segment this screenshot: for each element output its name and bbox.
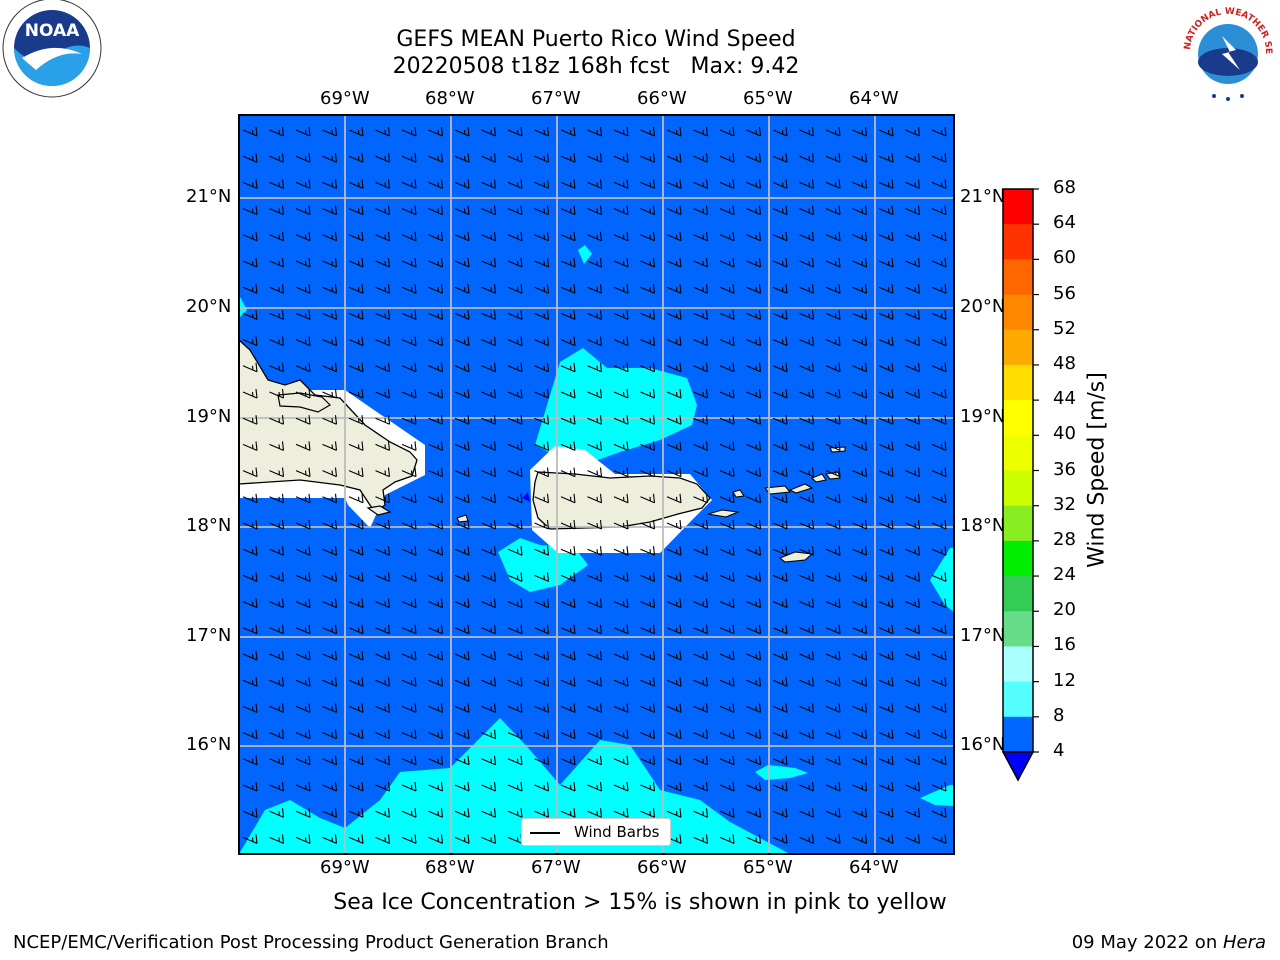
lon-label-64w-top: 64°W	[849, 88, 899, 109]
noaa-logo: NOAA	[2, 0, 102, 98]
colorbar-segment	[1003, 470, 1033, 507]
colorbar-segment	[1003, 329, 1033, 366]
footer-machine: Hera	[1222, 932, 1266, 953]
lat-label-16n-right: 16°N	[960, 734, 1006, 755]
colorbar-tick-label: 60	[1053, 247, 1076, 269]
lon-label-68w-bottom: 68°W	[425, 857, 475, 878]
colorbar-tick-label: 32	[1053, 493, 1076, 515]
lat-label-18n-left: 18°N	[186, 515, 232, 536]
colorbar-tick-label: 52	[1053, 317, 1076, 339]
colorbar-tick-label: 48	[1053, 352, 1076, 374]
lat-label-20n-right: 20°N	[960, 296, 1006, 317]
lon-label-66w-bottom: 66°W	[637, 857, 687, 878]
colorbar-tick-label: 28	[1053, 528, 1076, 550]
colorbar-tick-label: 64	[1053, 212, 1076, 234]
colorbar-segment	[1003, 505, 1033, 542]
map-legend: Wind Barbs	[521, 818, 671, 846]
colorbar-segment	[1003, 611, 1033, 647]
colorbar-segment	[1003, 716, 1033, 752]
colorbar-tick-label: 8	[1053, 704, 1065, 726]
colorbar-extend-arrow	[1001, 751, 1035, 782]
nws-logo: NATIONAL WEATHER SERVICE	[1176, 0, 1276, 101]
colorbar-tick-label: 4	[1053, 740, 1065, 761]
lon-label-65w-top: 65°W	[743, 88, 793, 109]
legend-line-symbol	[530, 832, 560, 834]
colorbar-tick-label: 16	[1053, 634, 1076, 656]
colorbar-segment	[1003, 189, 1033, 225]
lat-label-19n-right: 19°N	[960, 406, 1006, 427]
lon-label-69w-top: 69°W	[320, 88, 370, 109]
colorbar-segment	[1003, 224, 1033, 260]
colorbar-segment	[1003, 259, 1033, 296]
colorbar-segment	[1003, 646, 1033, 683]
footer-branch: NCEP/EMC/Verification Post Processing Pr…	[13, 932, 609, 953]
colorbar-segment	[1003, 540, 1033, 577]
noaa-logo-text: NOAA	[25, 21, 80, 41]
colorbar-tick-label: 56	[1053, 282, 1076, 304]
colorbar-segment	[1003, 435, 1033, 471]
lon-label-69w-bottom: 69°W	[320, 857, 370, 878]
wind-barb-path	[242, 126, 947, 844]
footer-date: 09 May 2022 on Hera	[1072, 932, 1266, 953]
colorbar-segment	[1003, 294, 1033, 331]
colorbar-tick-label: 44	[1053, 388, 1076, 410]
wind-barbs	[242, 126, 947, 844]
sea-ice-caption: Sea Ice Concentration > 15% is shown in …	[333, 890, 947, 915]
colorbar	[1001, 188, 1039, 782]
lat-label-16n-left: 16°N	[186, 734, 232, 755]
lat-label-18n-right: 18°N	[960, 515, 1006, 536]
colorbar-segment	[1003, 400, 1033, 436]
map-frame	[238, 114, 955, 855]
colorbar-tick-label: 12	[1053, 669, 1076, 691]
lat-label-19n-left: 19°N	[186, 406, 232, 427]
chart-subtitle: 20220508 t18z 168h fcst Max: 9.42	[392, 54, 800, 79]
graticule	[239, 115, 954, 854]
colorbar-tick-label: 36	[1053, 458, 1076, 480]
colorbar-title: Wind Speed [m/s]	[1084, 372, 1110, 568]
colorbar-segment	[1003, 681, 1033, 718]
legend-label: Wind Barbs	[574, 823, 660, 841]
lat-label-21n-right: 21°N	[960, 186, 1006, 207]
colorbar-segment	[1003, 364, 1033, 401]
colorbar-tick-label: 68	[1053, 177, 1076, 198]
lat-label-17n-left: 17°N	[186, 625, 232, 646]
colorbar-segment	[1003, 576, 1033, 612]
colorbar-tick-label: 24	[1053, 564, 1076, 586]
lon-label-65w-bottom: 65°W	[743, 857, 793, 878]
lon-label-68w-top: 68°W	[425, 88, 475, 109]
colorbar-tick-label: 20	[1053, 599, 1076, 621]
lat-label-17n-right: 17°N	[960, 625, 1006, 646]
footer-date-text: 09 May 2022 on	[1071, 932, 1223, 953]
lat-label-21n-left: 21°N	[186, 186, 232, 207]
lon-label-66w-top: 66°W	[637, 88, 687, 109]
lon-label-67w-top: 67°W	[531, 88, 581, 109]
colorbar-tick-label: 40	[1053, 423, 1076, 445]
lat-label-20n-left: 20°N	[186, 296, 232, 317]
chart-title: GEFS MEAN Puerto Rico Wind Speed	[396, 27, 796, 52]
lon-label-64w-bottom: 64°W	[849, 857, 899, 878]
lon-label-67w-bottom: 67°W	[531, 857, 581, 878]
